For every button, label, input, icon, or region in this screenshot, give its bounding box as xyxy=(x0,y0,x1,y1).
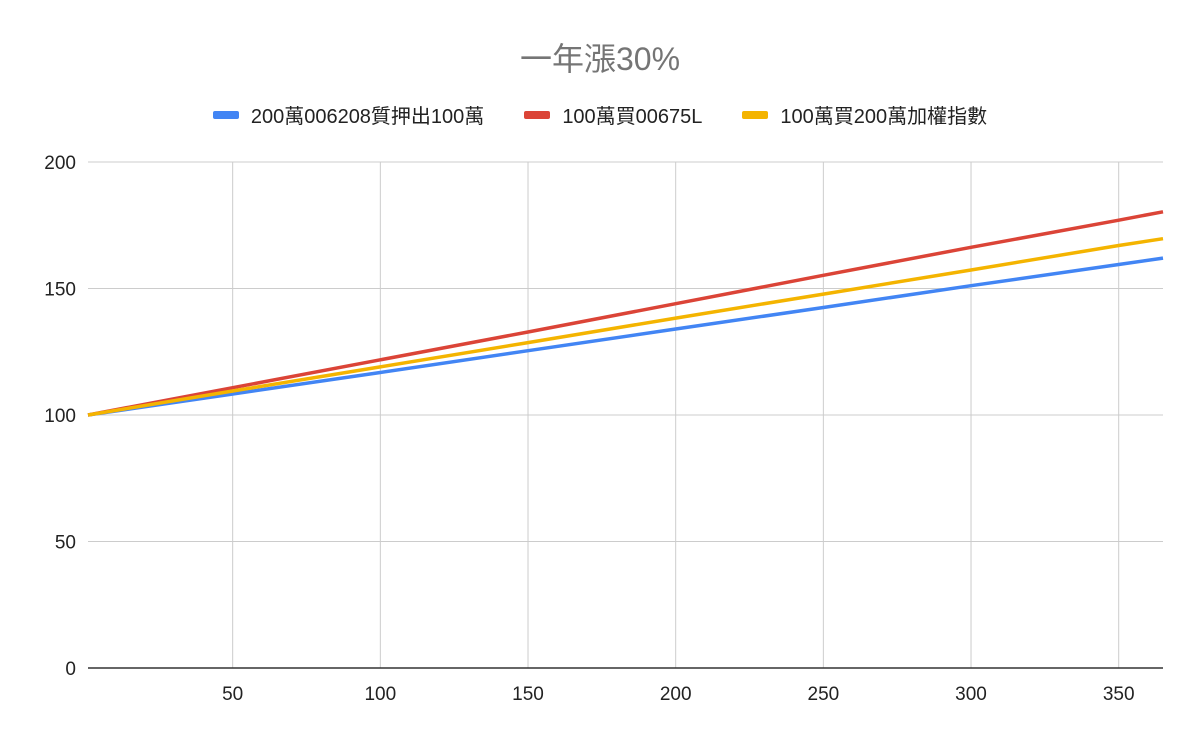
legend-item-red[interactable]: 100萬買00675L xyxy=(524,100,702,129)
y-tick-label: 50 xyxy=(55,533,76,554)
legend-label: 100萬買00675L xyxy=(562,106,703,128)
chart-title: 一年漲30% xyxy=(519,41,681,77)
y-tick-label: 0 xyxy=(65,659,76,680)
x-tick-label: 50 xyxy=(222,684,243,705)
legend-label: 100萬買200萬加權指數 xyxy=(780,106,988,128)
x-tick-label: 100 xyxy=(364,684,396,705)
series-line-2 xyxy=(87,236,1164,417)
x-tick-label: 300 xyxy=(955,684,987,705)
legend-swatch xyxy=(742,110,769,119)
legend-label: 200萬006208質押出100萬 xyxy=(250,106,485,128)
series-line-0 xyxy=(87,256,1164,417)
legend-item-yellow[interactable]: 100萬買200萬加權指數 xyxy=(742,100,987,129)
y-tick-label: 200 xyxy=(44,153,76,174)
x-tick-label: 250 xyxy=(808,684,840,705)
legend: 200萬006208質押出100萬 100萬買00675L 100萬買200萬加… xyxy=(0,100,1200,129)
x-tick-label: 350 xyxy=(1103,684,1135,705)
x-tick-label: 200 xyxy=(660,684,692,705)
legend-swatch xyxy=(524,110,551,119)
y-tick-label: 100 xyxy=(44,406,76,427)
x-tick-label: 150 xyxy=(512,684,544,705)
y-tick-label: 150 xyxy=(44,280,76,301)
series-line-1 xyxy=(87,210,1164,417)
legend-item-blue[interactable]: 200萬006208質押出100萬 xyxy=(212,100,485,129)
legend-swatch xyxy=(212,110,239,119)
